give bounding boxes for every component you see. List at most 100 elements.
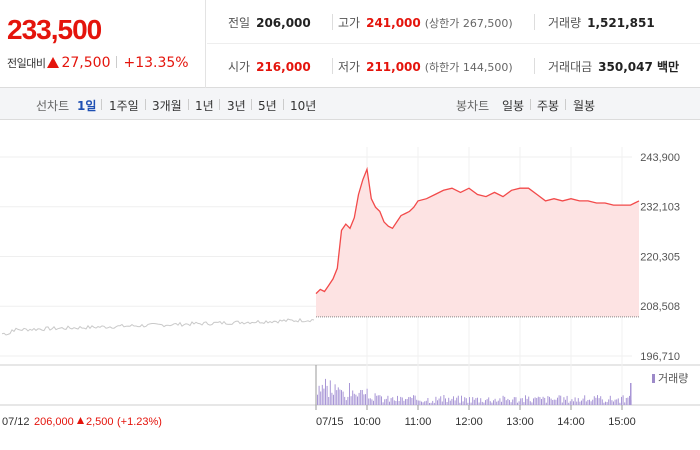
volume-bar [317,394,318,405]
volume-bar [384,399,386,405]
volume-bar [592,399,594,405]
price-chart[interactable]: 243,900 232,103 220,305 208,508 196,710 10:0… [0,121,700,450]
volume-bar [363,394,365,405]
volume-bar [446,402,448,405]
prev-change-pct: (+1.23%) [117,416,162,428]
volume-bar [417,400,419,405]
candle-daily[interactable]: 일봉 [502,99,525,113]
volume-bar [603,402,605,405]
prev-close: 전일 206,000 [228,14,311,31]
period-1d[interactable]: 1일 [77,99,97,113]
period-1w[interactable]: 1주일 [109,99,139,113]
volume-bar [448,397,450,405]
volume-bar [566,395,568,405]
divider [534,14,535,30]
today-area [315,166,640,318]
divider [534,58,535,74]
open-value: 216,000 [256,60,311,74]
volume-bar [347,396,349,405]
period-3y[interactable]: 3년 [227,99,246,113]
x-tick-label: 12:00 [455,416,483,428]
volume-bar [568,402,570,405]
divider [116,56,118,68]
volume-bar [563,397,565,405]
volume-bar [539,397,541,405]
volume-bar [392,397,394,405]
period-1y[interactable]: 1년 [195,99,214,113]
volume-bar [393,400,395,405]
divider [101,99,102,110]
volume-bar [486,399,488,405]
volume-bar [565,399,566,405]
volume-bar [491,402,493,405]
volume-bar [581,400,582,405]
volume-bar [365,394,366,405]
volume-bar [360,390,362,405]
volume-bar [445,398,446,405]
period-10y[interactable]: 10년 [290,99,317,113]
volume-bar [358,392,360,405]
volume-bar [336,390,338,405]
volume-bar [435,396,437,405]
open-label: 시가 [228,60,251,74]
volume-bar [321,384,323,405]
turnover-label: 거래대금 [548,60,593,74]
volume-bar [622,395,624,405]
x-tick-label: 10:00 [353,416,381,428]
y-tick-label: 196,710 [640,351,680,363]
volume-bar [611,400,613,405]
volume-bar [485,400,486,405]
volume-bar [529,401,531,405]
volume-bar [560,395,562,405]
candle-weekly[interactable]: 주봉 [537,99,560,113]
volume-bar [345,400,347,405]
volume-bar [440,396,442,405]
candle-chart-label: 봉차트 [456,99,490,113]
volume-bar [541,399,542,405]
period-3m[interactable]: 3개월 [152,99,182,113]
volume-bar [480,398,482,405]
volume-bar [325,378,326,405]
candle-monthly[interactable]: 월봉 [573,99,596,113]
volume-bar [590,401,592,405]
period-5y[interactable]: 5년 [258,99,277,113]
divider [332,14,333,30]
volume-bar [630,383,632,405]
volume-bars [317,378,632,405]
prev-date-label: 07/12 [2,416,30,428]
volume-bar [403,400,405,405]
volume-bar [400,396,402,405]
change-percent: +13.35% [123,55,189,71]
volume-bar [619,402,621,405]
volume-bar [339,389,341,405]
volume-bar [323,388,325,405]
volume-bar [617,398,619,405]
volume-bar [369,398,371,405]
volume-bar [577,398,579,405]
volume-bar [510,402,512,405]
volume-bar [337,387,339,405]
volume-bar [499,398,501,405]
volume-bar [361,390,363,405]
prev-change-label: 2,500 [86,416,114,428]
volume-bar [331,392,333,405]
volume-bar [553,399,555,405]
volume-bar [459,402,461,405]
chart-toolbar: 선차트 1일 1주일 3개월 1년 3년 5년 10년 봉차트 일봉 주봉 월봉 [0,88,700,120]
divider [251,99,252,110]
volume-bar [429,403,430,405]
volume-bar [614,399,616,405]
volume-bar [433,402,435,405]
divider [145,99,146,110]
x-axis: 10:00 11:00 12:00 13:00 14:00 15:00 [315,365,636,428]
volume-bar [473,399,475,405]
volume-bar [419,400,421,405]
volume-bar [472,397,474,405]
volume-bar [542,396,544,405]
volume-bar [382,402,384,405]
volume-bar [341,390,342,405]
volume-bar [465,398,467,405]
volume-bar [387,395,389,405]
volume-bar [320,391,322,405]
volume-bar [454,400,456,405]
